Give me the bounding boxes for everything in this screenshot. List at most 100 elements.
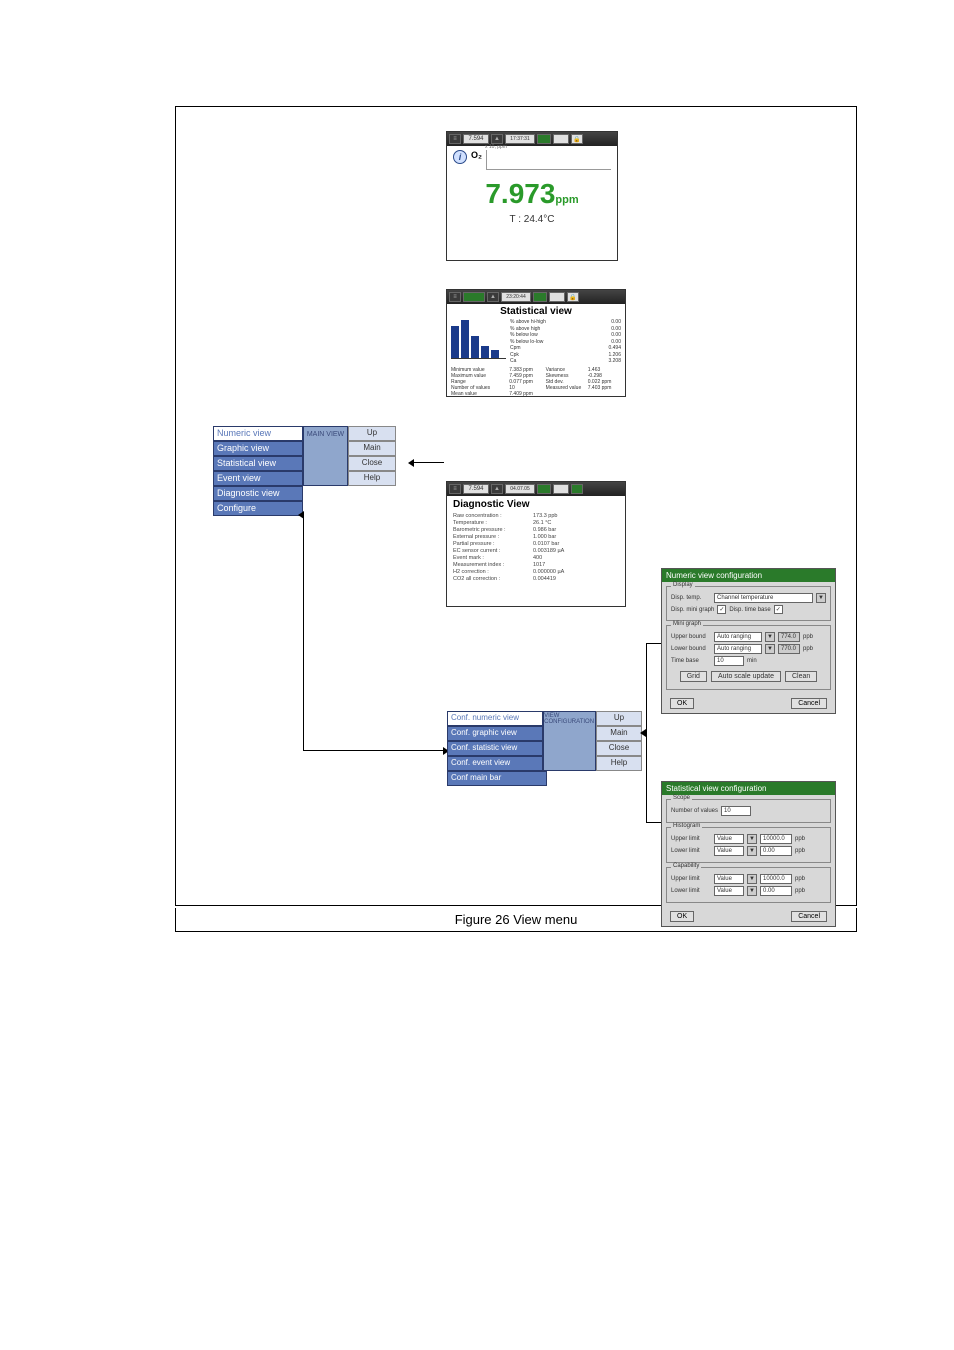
- dropdown-icon[interactable]: ▼: [747, 834, 757, 844]
- diag-row: Partial pressure :0.0107 bar: [453, 541, 619, 547]
- menu-item-graphic[interactable]: Graphic view: [213, 441, 303, 456]
- lower-bound-num: 770.0: [778, 644, 800, 654]
- conf-numeric[interactable]: Conf. numeric view: [447, 711, 543, 726]
- disp-temp-label: Disp. temp.: [671, 595, 711, 601]
- stat-side-row: Ca3.208: [510, 358, 621, 365]
- cap-lower-val[interactable]: 0.00: [760, 886, 792, 896]
- disp-temp-select[interactable]: Channel temperature: [714, 593, 813, 603]
- up-button[interactable]: Up: [596, 711, 642, 726]
- lower-bound-select[interactable]: Auto ranging: [714, 644, 762, 654]
- close-button[interactable]: Close: [596, 741, 642, 756]
- diag-row: EC sensor current :0.003189 µA: [453, 548, 619, 554]
- temperature-value: T : 24.4°C: [453, 214, 611, 225]
- numeric-view-config-panel: Numeric view configuration Display Disp.…: [661, 568, 836, 714]
- menu-icon[interactable]: ≡: [449, 292, 461, 302]
- upper-bound-label: Upper bound: [671, 634, 711, 640]
- status-icon: [537, 484, 551, 494]
- statistical-view-window: ≡ ▲ 23:20:44 🔒 Statistical view % above …: [446, 289, 626, 397]
- num-values-input[interactable]: 10: [721, 806, 751, 816]
- dropdown-icon[interactable]: ▼: [816, 593, 826, 603]
- stat-grid: Minimum value7.383 ppmVariance1.463Maxim…: [447, 365, 625, 399]
- timebase-input[interactable]: 10: [714, 656, 744, 666]
- menu-item-numeric[interactable]: Numeric view: [213, 426, 303, 441]
- lock-icon[interactable]: 🔒: [571, 134, 583, 144]
- main-button[interactable]: Main: [348, 441, 396, 456]
- diag-list: Raw concentration :173.3 ppbTemperature …: [447, 513, 625, 582]
- close-button[interactable]: Close: [348, 456, 396, 471]
- histogram-fieldset: Histogram Upper limit Value ▼ 10000.0 pp…: [666, 827, 831, 863]
- hist-lower-select[interactable]: Value: [714, 846, 744, 856]
- info-icon[interactable]: i: [453, 150, 467, 164]
- autoscale-button[interactable]: Auto scale update: [711, 671, 781, 682]
- status-box: [463, 292, 485, 302]
- menu-icon[interactable]: ≡: [449, 134, 461, 144]
- main-view-label: MAIN VIEW: [303, 426, 348, 441]
- cancel-button[interactable]: Cancel: [791, 698, 827, 709]
- hist-upper-select[interactable]: Value: [714, 834, 744, 844]
- diag-row: Measurement index :1017: [453, 562, 619, 568]
- help-button[interactable]: Help: [596, 756, 642, 771]
- dropdown-icon[interactable]: ▼: [747, 874, 757, 884]
- conf-statistic[interactable]: Conf. statistic view: [447, 741, 543, 756]
- cap-upper-select[interactable]: Value: [714, 874, 744, 884]
- upper-bound-select[interactable]: Auto ranging: [714, 632, 762, 642]
- num-values-label: Number of values: [671, 808, 718, 814]
- menu-item-statistical[interactable]: Statistical view: [213, 456, 303, 471]
- cap-lower-label: Lower limit: [671, 888, 711, 894]
- main-view-menu: Numeric view MAIN VIEW Up Graphic view M…: [213, 426, 408, 516]
- figure-frame: Numeric view MAIN VIEW Up Graphic view M…: [175, 106, 857, 906]
- capability-fieldset: Capability Upper limit Value ▼ 10000.0 p…: [666, 867, 831, 903]
- arrow: [646, 822, 661, 823]
- arrow-vert: [646, 643, 647, 739]
- timebase-checkbox[interactable]: ✓: [774, 605, 783, 614]
- diag-row: Temperature :26.1 °C: [453, 520, 619, 526]
- chart-icon[interactable]: ▲: [491, 134, 503, 144]
- dropdown-icon[interactable]: ▼: [747, 846, 757, 856]
- arrow-vert2: [646, 739, 647, 822]
- minigraph-fieldset: Mini graph Upper bound Auto ranging ▼ 77…: [666, 625, 831, 690]
- dropdown-icon[interactable]: ▼: [765, 644, 775, 654]
- hist-lower-label: Lower limit: [671, 848, 711, 854]
- main-button[interactable]: Main: [596, 726, 642, 741]
- tb-spacer: [549, 292, 565, 302]
- concentration-value: 7.973ppm: [453, 178, 611, 210]
- dropdown-icon[interactable]: ▼: [747, 886, 757, 896]
- lock-icon[interactable]: [571, 484, 583, 494]
- up-button[interactable]: Up: [348, 426, 396, 441]
- chart-icon[interactable]: ▲: [491, 484, 503, 494]
- help-button[interactable]: Help: [348, 471, 396, 486]
- vc-label: VIEW CONFIGURATION: [543, 711, 596, 726]
- clean-button[interactable]: Clean: [785, 671, 817, 682]
- conf-graphic[interactable]: Conf. graphic view: [447, 726, 543, 741]
- status-icon: [533, 292, 547, 302]
- titlebar: ≡ 7.594 ▲ 04.07.05: [447, 482, 625, 496]
- tb-spacer: [553, 484, 569, 494]
- diag-row: Raw concentration :173.3 ppb: [453, 513, 619, 519]
- menu-item-configure[interactable]: Configure: [213, 501, 303, 516]
- cap-lower-select[interactable]: Value: [714, 886, 744, 896]
- titlebar: ≡ ▲ 23:20:44 🔒: [447, 290, 625, 304]
- timebase-label: Time base: [671, 658, 711, 664]
- grid-button[interactable]: Grid: [680, 671, 707, 682]
- hist-lower-val[interactable]: 0.00: [760, 846, 792, 856]
- chart-icon[interactable]: ▲: [487, 292, 499, 302]
- hist-upper-val[interactable]: 10000.0: [760, 834, 792, 844]
- arrow: [414, 462, 444, 463]
- conf-mainbar[interactable]: Conf main bar: [447, 771, 547, 786]
- menu-icon[interactable]: ≡: [449, 484, 461, 494]
- minigraph-checkbox[interactable]: ✓: [717, 605, 726, 614]
- cap-upper-val[interactable]: 10000.0: [760, 874, 792, 884]
- lower-bound-label: Lower bound: [671, 646, 711, 652]
- lock-icon[interactable]: 🔒: [567, 292, 579, 302]
- titlebar: ≡ 7.594 ▲ 17:37:31 🔒: [447, 132, 617, 146]
- diagnostic-view-window: ≡ 7.594 ▲ 04.07.05 Diagnostic View Raw c…: [446, 481, 626, 607]
- menu-item-diagnostic[interactable]: Diagnostic view: [213, 486, 303, 501]
- diag-title: Diagnostic View: [447, 496, 625, 513]
- disp-timebase-label: Disp. time base: [729, 607, 770, 613]
- conf-event[interactable]: Conf. event view: [447, 756, 543, 771]
- tb-time: 17:37:31: [505, 134, 535, 144]
- ok-button[interactable]: OK: [670, 698, 694, 709]
- tb-date: 04.07.05: [505, 484, 535, 494]
- dropdown-icon[interactable]: ▼: [765, 632, 775, 642]
- menu-item-event[interactable]: Event view: [213, 471, 303, 486]
